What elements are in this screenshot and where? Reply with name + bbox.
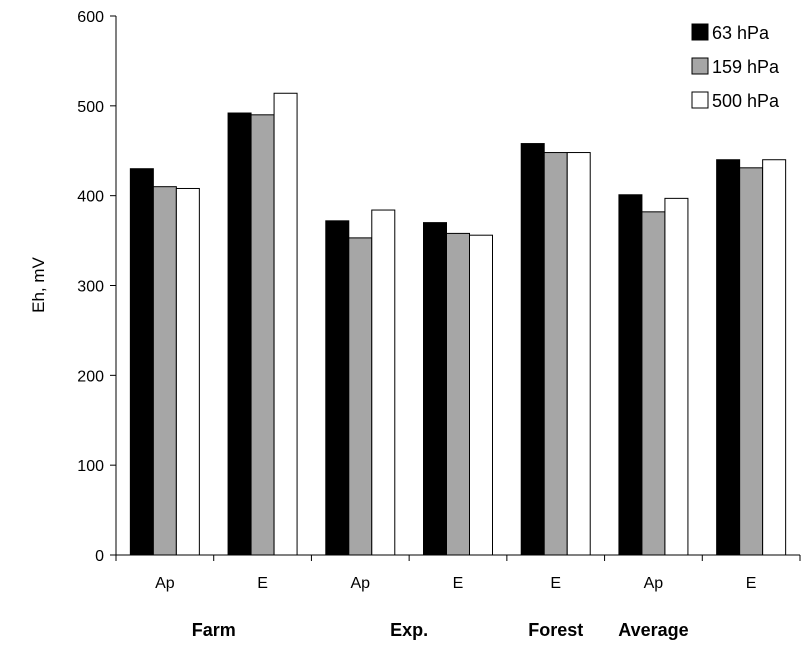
legend: 63 hPa 159 hPa 500 hPa <box>691 23 780 111</box>
axes-layer: 0 100 200 300 400 500 600 Ap E Ap E E Ap E Farm Exp. For… <box>77 9 801 640</box>
y-tick-label-400: 400 <box>77 189 104 206</box>
bar-63-hpa-4 <box>520 143 545 556</box>
group-label-2: Forest <box>528 620 583 640</box>
bar-159-hpa-6 <box>739 167 764 556</box>
bar-63-hpa-3 <box>423 222 447 556</box>
bar-500-hpa-4 <box>566 152 591 556</box>
legend-label-1: 159 hPa <box>712 57 780 77</box>
bar-159-hpa-1 <box>250 114 275 556</box>
group-label-3: Average <box>618 620 688 640</box>
y-tick-label-600: 600 <box>77 9 104 26</box>
x-tick-label-1: E <box>257 575 268 592</box>
bar-63-hpa-2 <box>325 220 350 556</box>
group-label-1: Exp. <box>390 620 428 640</box>
y-tick-label-200: 200 <box>77 368 104 385</box>
x-tick-label-5: Ap <box>644 575 664 592</box>
bar-159-hpa-0 <box>152 186 177 556</box>
bar-63-hpa-0 <box>129 168 154 556</box>
bar-500-hpa-1 <box>273 92 298 556</box>
legend-label-0: 63 hPa <box>712 23 770 43</box>
bar-159-hpa-4 <box>543 152 568 556</box>
bar-159-hpa-2 <box>348 237 373 556</box>
bar-63-hpa-6 <box>716 159 741 556</box>
x-tick-label-2: Ap <box>350 575 370 592</box>
bar-63-hpa-5 <box>618 194 643 556</box>
bar-159-hpa-3 <box>446 232 470 556</box>
bar-500-hpa-3 <box>469 234 493 556</box>
bars-layer <box>129 92 787 556</box>
y-tick-label-100: 100 <box>77 458 104 475</box>
bar-63-hpa-1 <box>227 112 252 556</box>
bar-500-hpa-0 <box>175 187 200 556</box>
bar-500-hpa-2 <box>371 209 396 556</box>
legend-swatch-2 <box>691 91 709 109</box>
x-tick-label-3: E <box>453 575 464 592</box>
y-axis-label: Eh, mV <box>29 256 48 312</box>
x-tick-label-0: Ap <box>155 575 175 592</box>
bar-159-hpa-5 <box>641 211 666 556</box>
y-tick-label-0: 0 <box>95 548 104 565</box>
group-label-0: Farm <box>192 620 236 640</box>
x-tick-label-6: E <box>746 575 757 592</box>
legend-swatch-1 <box>691 57 709 75</box>
y-tick-label-300: 300 <box>77 279 104 296</box>
legend-swatch-0 <box>691 23 709 41</box>
bar-500-hpa-5 <box>664 197 689 556</box>
bar-500-hpa-6 <box>762 159 787 556</box>
y-tick-label-500: 500 <box>77 99 104 116</box>
legend-label-2: 500 hPa <box>712 91 780 111</box>
x-tick-label-4: E <box>550 575 561 592</box>
